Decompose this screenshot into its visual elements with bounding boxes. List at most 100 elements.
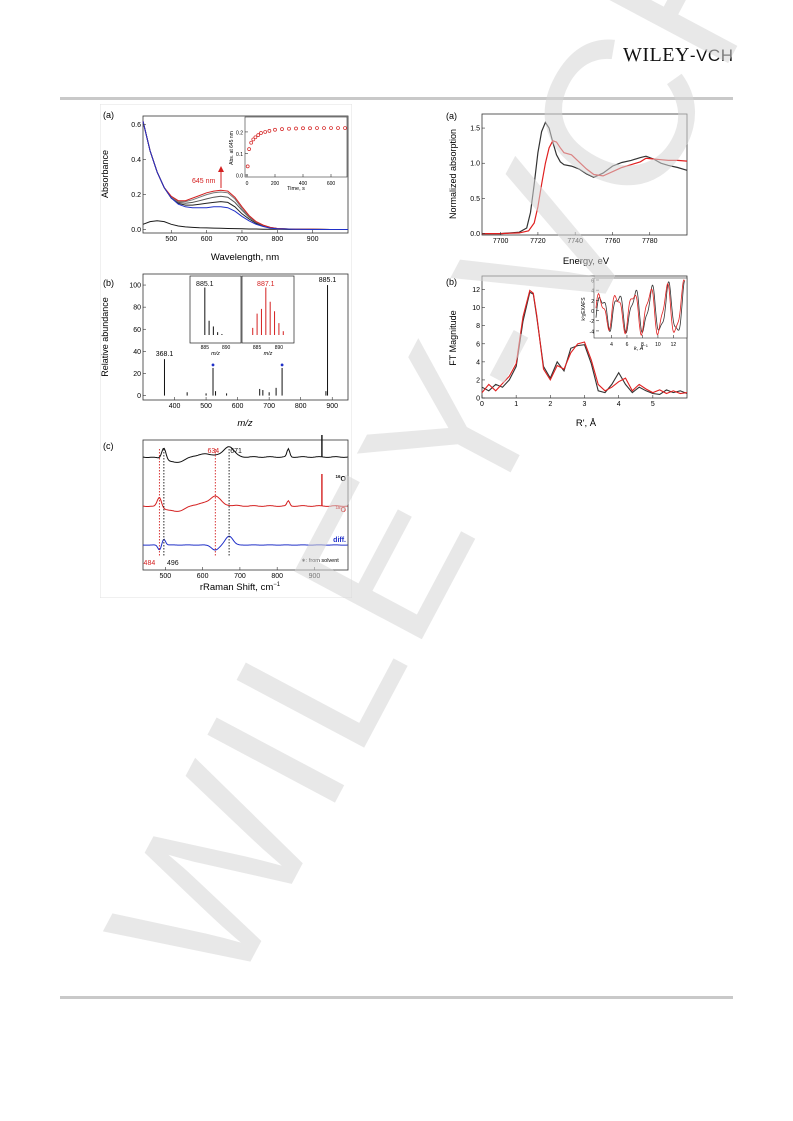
series-line-1 — [481, 289, 688, 395]
inset-x-tick: 890 — [275, 345, 284, 351]
x-tick-label: 600 — [197, 573, 209, 580]
plot-frame — [142, 439, 349, 571]
x-tick-label: 7740 — [567, 238, 583, 245]
x-tick-label: 600 — [232, 403, 244, 410]
y-tick-label: 0.0 — [131, 227, 141, 234]
inset-y-tick: -4 — [590, 329, 595, 335]
inset-point — [308, 126, 312, 131]
inset-point — [256, 133, 261, 138]
wavelength-annotation: 645 nm — [192, 178, 216, 185]
x-tick-label: 700 — [234, 573, 246, 580]
x-axis-label: Energy, eV — [563, 256, 610, 267]
inset-point — [343, 126, 347, 130]
y-tick-label: 80 — [133, 305, 141, 312]
y-tick-label: 12 — [472, 287, 480, 294]
x-axis-label: Wavelength, nm — [211, 252, 279, 263]
inset-point — [280, 127, 284, 131]
x-tick-label: 700 — [263, 403, 275, 410]
peak-marker-label: 484 — [144, 560, 156, 567]
inset-x-tick: 4 — [610, 342, 613, 348]
panel-label: (a) — [103, 110, 114, 120]
inset-y-label: Abs. at 645 nm — [229, 131, 235, 165]
inset-point — [245, 164, 250, 169]
inset-x-tick: 12 — [671, 342, 677, 348]
inset-point — [315, 126, 319, 130]
footer-rule — [60, 996, 733, 999]
series-line-0 — [482, 121, 688, 235]
inset-point — [247, 147, 251, 152]
raman-panel: (c) 500 600 700 800 900 484 496 634 671 16O 18O d… — [103, 435, 349, 593]
panel-label: (a) — [446, 111, 457, 121]
y-tick-label: 2 — [476, 377, 480, 384]
header-rule — [60, 97, 733, 100]
y-tick-label: 0.2 — [131, 192, 141, 199]
inset-point — [267, 128, 272, 133]
x-tick-label: 900 — [326, 403, 338, 410]
x-axis-label: R', Å — [576, 418, 597, 429]
inset-x-tick: 10 — [655, 342, 661, 348]
x-axis-label: rRaman Shift, cm−1 — [200, 582, 281, 593]
x-tick-label: 4 — [617, 401, 621, 408]
inset-x-tick: 885 — [201, 345, 210, 351]
x-tick-label: 500 — [200, 403, 212, 410]
x-tick-label: 7780 — [642, 238, 658, 245]
y-tick-label: 6 — [476, 341, 480, 348]
inset-y-tick: 2 — [591, 299, 594, 305]
peak-marker-label: 496 — [167, 560, 179, 567]
y-axis-label: Normalized absorption — [448, 129, 458, 219]
star-marker — [211, 363, 215, 367]
plot-frame — [142, 273, 349, 401]
y-tick-label: 10 — [472, 305, 480, 312]
y-tick-label: 20 — [133, 371, 141, 378]
x-tick-label: 500 — [165, 236, 177, 243]
x-tick-label: 7700 — [493, 238, 509, 245]
isotope-label: 887.1 — [257, 281, 275, 288]
inset-x-tick: 890 — [222, 345, 231, 351]
exafs-oscillation — [595, 279, 685, 337]
raman-spectrum — [142, 535, 348, 551]
raman-spectrum — [142, 495, 348, 512]
inset-point — [273, 127, 277, 132]
inset-y-label: k³χEXAFS — [581, 297, 587, 321]
x-tick-label: 800 — [271, 236, 283, 243]
inset-point — [301, 126, 305, 131]
inset-y-tick: 0.0 — [236, 174, 243, 180]
panel-label: (b) — [446, 277, 457, 287]
plot-frame — [481, 113, 688, 236]
x-tick-label: 900 — [309, 573, 321, 580]
arrow-head — [218, 166, 224, 172]
y-tick-label: 60 — [133, 327, 141, 334]
star-marker — [280, 363, 284, 367]
series-line-1 — [482, 139, 688, 235]
kinetics-inset-frame — [244, 116, 348, 178]
isotope-label: 885.1 — [196, 281, 214, 288]
mass-spec-panel: (b) 368.1 885.1 400 500 600 700 800 900 0 20 40 60… — [100, 273, 349, 429]
inset-y-tick: 0 — [591, 309, 594, 315]
x-tick-label: 400 — [169, 403, 181, 410]
isotope-inset-frame — [189, 275, 242, 344]
y-axis-label: FT Magnitude — [448, 310, 458, 365]
inset-y-tick: 0.2 — [236, 130, 243, 136]
inset-x-tick: 8 — [641, 342, 644, 348]
y-tick-label: 1.5 — [470, 126, 480, 133]
inset-y-tick: 4 — [591, 289, 594, 295]
x-tick-label: 900 — [307, 236, 319, 243]
x-tick-label: 1 — [514, 401, 518, 408]
y-tick-label: 100 — [129, 283, 141, 290]
x-tick-label: 800 — [271, 573, 283, 580]
figure-2: (a) 7700 7720 7740 7760 7780 0.0 0.5 1.0 1.5 Nor… — [446, 111, 688, 429]
x-tick-label: 800 — [295, 403, 307, 410]
publisher-logo: WILEY-VCH — [623, 44, 733, 67]
y-axis-label: Absorbance — [100, 150, 110, 198]
x-tick-label: 3 — [583, 401, 587, 408]
x-tick-label: 5 — [651, 401, 655, 408]
x-axis-label: m/z — [237, 418, 253, 429]
y-tick-label: 8 — [476, 323, 480, 330]
legend-entry: diff. — [333, 537, 346, 544]
x-tick-label: 500 — [160, 573, 172, 580]
inset-point — [329, 126, 333, 130]
y-tick-label: 4 — [476, 359, 480, 366]
uv-vis-panel: (a) 500 600 700 800 900 0.0 0.2 0.4 0.6 Absorban… — [100, 110, 349, 263]
inset-x-label: k, Å−1 — [634, 343, 649, 352]
